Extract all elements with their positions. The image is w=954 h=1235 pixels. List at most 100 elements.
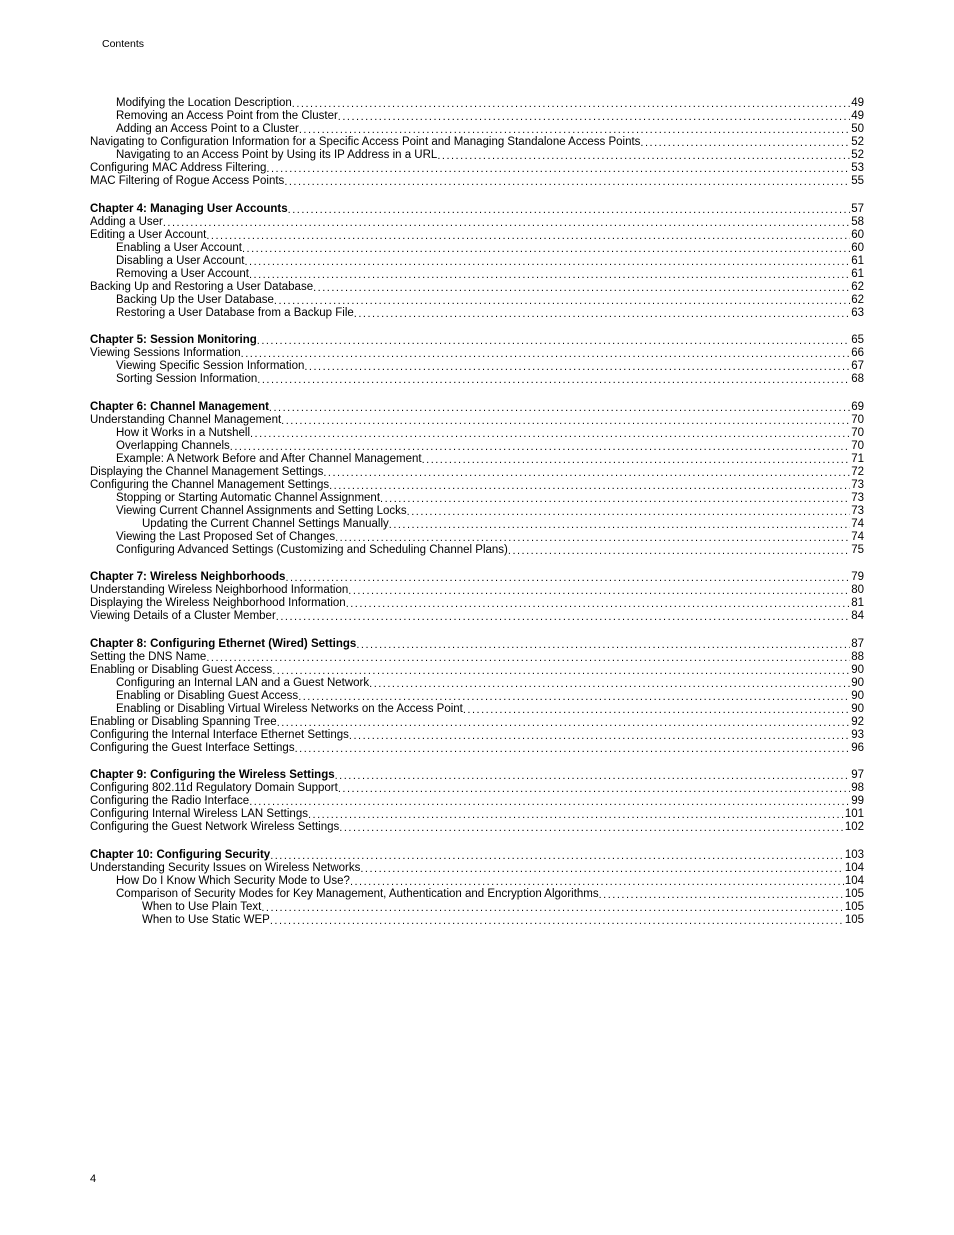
- toc-entry-title: Overlapping Channels: [116, 441, 230, 453]
- toc-entry-page: 93: [850, 730, 864, 742]
- toc-entry-page: 87: [850, 639, 864, 651]
- toc-entry-page: 70: [850, 441, 864, 453]
- toc-leader-dots: [349, 731, 850, 742]
- toc-group: Modifying the Location Description 49Rem…: [90, 98, 864, 188]
- toc-entry-page: 60: [850, 230, 864, 242]
- toc-leader-dots: [508, 546, 850, 557]
- toc-leader-dots: [250, 429, 850, 440]
- toc-entry-page: 53: [850, 163, 864, 175]
- toc-entry-page: 73: [850, 506, 864, 518]
- toc-entry-page: 75: [850, 545, 864, 557]
- toc-line: Configuring MAC Address Filtering 53: [90, 163, 864, 175]
- toc-group: Chapter 5: Session Monitoring 65Viewing …: [90, 335, 864, 386]
- toc-leader-dots: [640, 138, 850, 149]
- toc-leader-dots: [346, 599, 851, 610]
- toc-line: Enabling or Disabling Virtual Wireless N…: [90, 704, 864, 716]
- toc-line: Restoring a User Database from a Backup …: [90, 308, 864, 320]
- toc-leader-dots: [323, 468, 850, 479]
- toc-entry-title: Viewing Sessions Information: [90, 348, 241, 360]
- toc-entry-title: Configuring Advanced Settings (Customizi…: [116, 545, 508, 557]
- toc-entry-title: Configuring the Radio Interface: [90, 796, 249, 808]
- toc-leader-dots: [360, 864, 843, 875]
- toc-entry-title: Enabling or Disabling Guest Access: [90, 665, 272, 677]
- page-number: 4: [90, 1173, 96, 1185]
- toc-entry-title: Understanding Security Issues on Wireles…: [90, 863, 360, 875]
- toc-entry-title: Adding an Access Point to a Cluster: [116, 124, 299, 136]
- toc-line: Viewing the Last Proposed Set of Changes…: [90, 532, 864, 544]
- toc-line: MAC Filtering of Rogue Access Points 55: [90, 176, 864, 188]
- toc-line: Chapter 6: Channel Management 69: [90, 402, 864, 414]
- toc-leader-dots: [329, 481, 850, 492]
- toc-line: Configuring the Guest Network Wireless S…: [90, 822, 864, 834]
- toc-entry-title: Enabling or Disabling Spanning Tree: [90, 717, 277, 729]
- toc-entry-title: Sorting Session Information: [116, 374, 257, 386]
- toc-entry-title: Displaying the Wireless Neighborhood Inf…: [90, 598, 346, 610]
- toc-entry-title: Removing a User Account: [116, 269, 249, 281]
- toc-entry-page: 68: [850, 374, 864, 386]
- toc-line: Understanding Channel Management 70: [90, 415, 864, 427]
- toc-entry-title: Removing an Access Point from the Cluste…: [116, 111, 338, 123]
- toc-leader-dots: [163, 218, 850, 229]
- toc-leader-dots: [369, 679, 850, 690]
- toc-entry-title: How it Works in a Nutshell: [116, 428, 250, 440]
- toc-entry-title: Setting the DNS Name: [90, 652, 206, 664]
- toc-entry-title: Configuring 802.11d Regulatory Domain Su…: [90, 783, 338, 795]
- toc-entry-title: Restoring a User Database from a Backup …: [116, 308, 354, 320]
- toc-entry-page: 69: [850, 402, 864, 414]
- toc-entry-title: Chapter 5: Session Monitoring: [90, 335, 257, 347]
- toc-leader-dots: [299, 125, 850, 136]
- toc-leader-dots: [313, 283, 850, 294]
- toc-leader-dots: [266, 164, 850, 175]
- toc-line: Editing a User Account 60: [90, 230, 864, 242]
- toc-leader-dots: [257, 375, 850, 386]
- toc-entry-page: 73: [850, 480, 864, 492]
- toc-container: Modifying the Location Description 49Rem…: [90, 98, 864, 926]
- toc-line: Displaying the Channel Management Settin…: [90, 467, 864, 479]
- toc-entry-page: 81: [850, 598, 864, 610]
- toc-entry-title: Chapter 4: Managing User Accounts: [90, 204, 288, 216]
- toc-line: Comparison of Security Modes for Key Man…: [90, 889, 864, 901]
- toc-entry-page: 65: [850, 335, 864, 347]
- toc-line: Viewing Current Channel Assignments and …: [90, 506, 864, 518]
- toc-line: Configuring the Radio Interface 99: [90, 796, 864, 808]
- toc-entry-page: 74: [850, 519, 864, 531]
- toc-leader-dots: [281, 416, 850, 427]
- toc-leader-dots: [295, 744, 851, 755]
- toc-entry-page: 55: [850, 176, 864, 188]
- toc-entry-page: 60: [850, 243, 864, 255]
- toc-entry-page: 97: [850, 770, 864, 782]
- toc-leader-dots: [249, 270, 850, 281]
- toc-line: Sorting Session Information 68: [90, 374, 864, 386]
- toc-entry-page: 72: [850, 467, 864, 479]
- toc-leader-dots: [335, 771, 851, 782]
- toc-group: Chapter 7: Wireless Neighborhoods 79Unde…: [90, 572, 864, 623]
- toc-leader-dots: [269, 403, 850, 414]
- toc-line: Viewing Details of a Cluster Member 84: [90, 611, 864, 623]
- toc-leader-dots: [335, 533, 850, 544]
- toc-line: Removing a User Account 61: [90, 269, 864, 281]
- toc-group: Chapter 4: Managing User Accounts 57Addi…: [90, 204, 864, 320]
- toc-line: Chapter 5: Session Monitoring 65: [90, 335, 864, 347]
- toc-group: Chapter 10: Configuring Security 103Unde…: [90, 850, 864, 927]
- toc-leader-dots: [298, 692, 850, 703]
- toc-leader-dots: [463, 705, 850, 716]
- toc-leader-dots: [249, 797, 850, 808]
- toc-entry-title: Viewing Details of a Cluster Member: [90, 611, 276, 623]
- toc-entry-title: Understanding Wireless Neighborhood Info…: [90, 585, 348, 597]
- toc-leader-dots: [338, 784, 850, 795]
- toc-leader-dots: [261, 903, 843, 914]
- toc-entry-title: Navigating to an Access Point by Using i…: [116, 150, 437, 162]
- toc-line: Stopping or Starting Automatic Channel A…: [90, 493, 864, 505]
- toc-entry-page: 57: [850, 204, 864, 216]
- toc-entry-page: 105: [844, 889, 864, 901]
- toc-line: Viewing Specific Session Information 67: [90, 361, 864, 373]
- toc-leader-dots: [285, 573, 850, 584]
- toc-line: Understanding Wireless Neighborhood Info…: [90, 585, 864, 597]
- toc-line: Navigating to an Access Point by Using i…: [90, 150, 864, 162]
- toc-entry-title: Backing Up the User Database: [116, 295, 274, 307]
- toc-entry-page: 49: [850, 111, 864, 123]
- toc-line: Enabling or Disabling Guest Access 90: [90, 691, 864, 703]
- toc-leader-dots: [244, 257, 850, 268]
- toc-entry-page: 66: [850, 348, 864, 360]
- toc-line: Chapter 7: Wireless Neighborhoods 79: [90, 572, 864, 584]
